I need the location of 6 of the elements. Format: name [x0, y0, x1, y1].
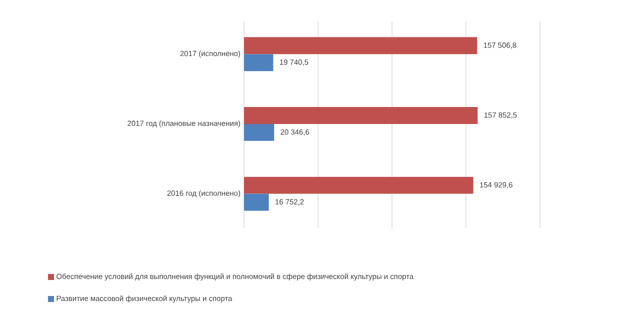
bar — [244, 54, 274, 72]
bar — [244, 194, 269, 211]
bar — [244, 124, 274, 141]
bar — [244, 106, 478, 124]
bar — [244, 176, 474, 194]
bar — [244, 37, 478, 54]
